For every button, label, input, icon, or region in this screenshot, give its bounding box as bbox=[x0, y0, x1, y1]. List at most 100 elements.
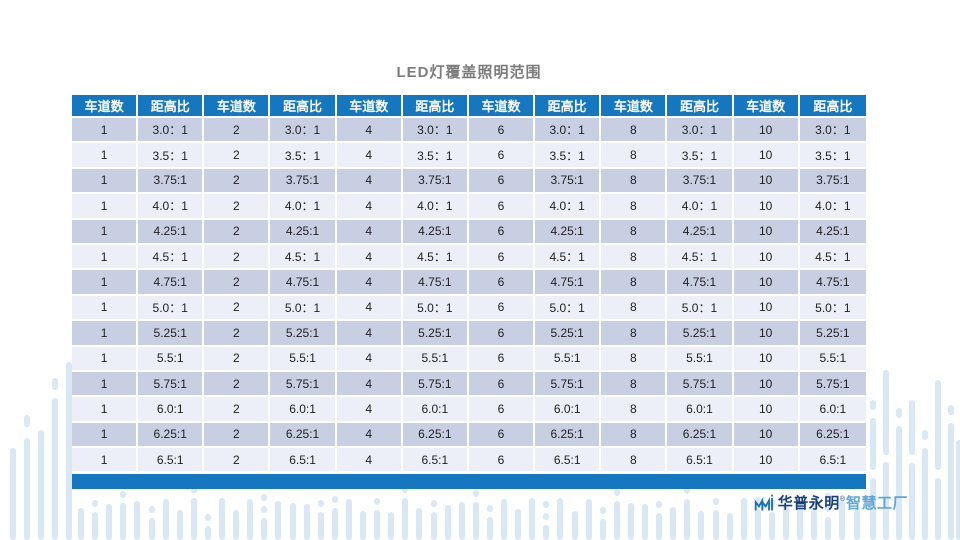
decor-bar bbox=[870, 400, 876, 410]
brand-name: 华普永明 bbox=[777, 495, 840, 512]
lane-cell: 6 bbox=[468, 143, 536, 169]
ratio-cell: 5.75:1 bbox=[667, 371, 734, 398]
lane-cell: 10 bbox=[733, 422, 800, 449]
ratio-cell: 4.75:1 bbox=[138, 270, 205, 296]
table-row: 1 5.0：1 2 5.0：1 4 5.0：1 6 5.0：1 8 5.0：1 10 5.0：1 bbox=[72, 295, 866, 322]
lane-cell: 1 bbox=[72, 168, 139, 195]
decor-bar bbox=[261, 518, 268, 540]
ratio-cell: 6.0:1 bbox=[138, 397, 205, 423]
lane-cell: 4 bbox=[336, 219, 403, 245]
decor-bar bbox=[797, 502, 804, 540]
ratio-cell: 5.75:1 bbox=[138, 371, 205, 398]
table-row: 1 6.25:1 2 6.25:1 4 6.25:1 6 6.25:1 8 6.25:1 10 6.2… bbox=[72, 422, 866, 449]
ratio-cell: 4.75:1 bbox=[535, 270, 602, 296]
decor-bar bbox=[909, 400, 915, 455]
ratio-cell: 5.25:1 bbox=[402, 321, 469, 347]
decor-bar bbox=[106, 504, 113, 540]
table-footer-bar bbox=[72, 474, 866, 489]
decor-bar bbox=[585, 499, 592, 540]
lane-cell: 2 bbox=[204, 448, 271, 474]
lane-header-cell: 车道数 bbox=[468, 95, 536, 118]
ratio-cell: 6.25:1 bbox=[667, 422, 734, 449]
ratio-cell: 4.0：1 bbox=[270, 194, 337, 220]
ratio-cell: 4.75:1 bbox=[270, 270, 337, 296]
lane-cell: 8 bbox=[601, 168, 668, 195]
decor-bar bbox=[486, 505, 493, 512]
lane-cell: 4 bbox=[336, 118, 403, 144]
decor-bar bbox=[712, 510, 719, 540]
lane-cell: 6 bbox=[468, 321, 536, 347]
decor-bar bbox=[360, 511, 366, 540]
table-row: 1 5.5:1 2 5.5:1 4 5.5:1 6 5.5:1 8 5.5:1 10 5.5:1 bbox=[72, 346, 866, 372]
table-row: 1 3.5：1 2 3.5：1 4 3.5：1 6 3.5：1 8 3.5：1 10 3.5：1 bbox=[72, 143, 866, 169]
ratio-cell: 5.25:1 bbox=[535, 321, 602, 347]
ratio-cell: 3.0：1 bbox=[270, 118, 337, 144]
decor-bar bbox=[92, 500, 99, 507]
ratio-cell: 5.25:1 bbox=[138, 321, 205, 347]
ratio-cell: 4.75:1 bbox=[799, 270, 866, 296]
lane-cell: 8 bbox=[601, 118, 668, 144]
table-row: 1 3.0：1 2 3.0：1 4 3.0：1 6 3.0：1 8 3.0：1 10 3.0：1 bbox=[72, 118, 866, 144]
decor-bar bbox=[52, 378, 58, 390]
lane-cell: 4 bbox=[336, 194, 403, 220]
decor-bar bbox=[275, 501, 282, 540]
decor-bar bbox=[529, 498, 536, 540]
decor-bar bbox=[24, 415, 30, 427]
decor-bar bbox=[402, 486, 409, 493]
decor-bar bbox=[331, 496, 338, 503]
lane-cell: 10 bbox=[733, 448, 800, 474]
decor-bar bbox=[402, 498, 409, 540]
decor-bar bbox=[896, 408, 902, 418]
ratio-cell: 5.5:1 bbox=[535, 346, 602, 372]
lane-cell: 8 bbox=[601, 346, 668, 372]
decor-bar bbox=[10, 448, 16, 540]
ratio-cell: 5.75:1 bbox=[402, 371, 469, 398]
lane-cell: 10 bbox=[733, 194, 800, 220]
ratio-header-cell: 距高比 bbox=[667, 95, 734, 118]
lane-cell: 4 bbox=[336, 422, 403, 449]
ratio-cell: 3.5：1 bbox=[402, 143, 469, 169]
decor-bar bbox=[162, 499, 169, 540]
decor-bar bbox=[444, 505, 451, 540]
ratio-cell: 3.75:1 bbox=[535, 168, 602, 195]
decor-bar bbox=[66, 362, 72, 540]
ratio-cell: 5.75:1 bbox=[799, 371, 866, 398]
lane-cell: 10 bbox=[733, 118, 800, 144]
lane-cell: 8 bbox=[601, 448, 668, 474]
decor-bar bbox=[388, 512, 395, 540]
lane-header-cell: 车道数 bbox=[336, 95, 403, 118]
ratio-header-cell: 距高比 bbox=[799, 95, 866, 118]
decor-bar bbox=[909, 463, 915, 540]
decor-bar bbox=[740, 498, 747, 540]
ratio-cell: 5.5:1 bbox=[138, 346, 205, 372]
decor-bar bbox=[374, 510, 381, 540]
ratio-cell: 4.0：1 bbox=[402, 194, 469, 220]
decor-bar bbox=[78, 508, 84, 540]
lane-cell: 6 bbox=[468, 168, 536, 195]
decor-bar bbox=[698, 511, 705, 540]
lane-cell: 2 bbox=[204, 194, 271, 220]
ratio-cell: 3.75:1 bbox=[667, 168, 734, 195]
lane-cell: 4 bbox=[336, 270, 403, 296]
ratio-cell: 4.5：1 bbox=[799, 244, 866, 271]
page-title: LED灯覆盖照明范围 bbox=[396, 64, 542, 81]
decor-bar bbox=[458, 502, 465, 540]
lane-cell: 8 bbox=[601, 422, 668, 449]
ratio-cell: 6.0:1 bbox=[799, 397, 866, 423]
table-row: 1 6.0:1 2 6.0:1 4 6.0:1 6 6.0:1 8 6.0:1 10 6.0:1 bbox=[72, 397, 866, 423]
lane-cell: 8 bbox=[601, 321, 668, 347]
ratio-cell: 6.5:1 bbox=[799, 448, 866, 474]
lane-cell: 6 bbox=[468, 397, 536, 423]
lane-header-cell: 车道数 bbox=[601, 95, 668, 118]
ratio-cell: 5.0：1 bbox=[270, 295, 337, 322]
decor-bar bbox=[783, 505, 789, 540]
ratio-cell: 4.25:1 bbox=[402, 219, 469, 245]
ratio-cell: 6.5:1 bbox=[270, 448, 337, 474]
lane-cell: 10 bbox=[733, 371, 800, 398]
decor-bar bbox=[303, 504, 310, 540]
lane-cell: 1 bbox=[72, 397, 139, 423]
huapu-logo-icon bbox=[754, 494, 774, 512]
decor-bar bbox=[811, 502, 818, 540]
table-row: 1 5.25:1 2 5.25:1 4 5.25:1 6 5.25:1 8 5.25:1 10 5.2… bbox=[72, 321, 866, 347]
